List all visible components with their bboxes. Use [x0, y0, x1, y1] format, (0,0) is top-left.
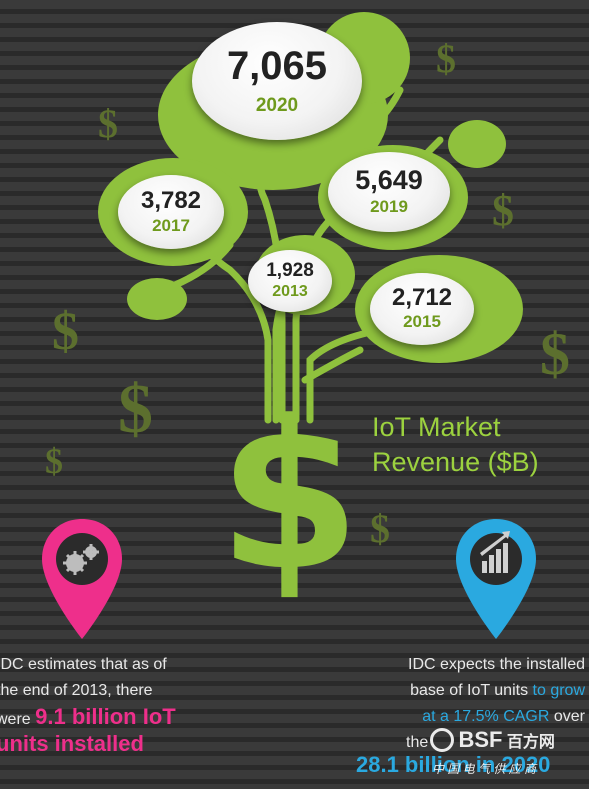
bubble-value: 1,928: [266, 260, 314, 282]
growth-chart-icon: [480, 531, 510, 573]
background-dollar-icon: $: [52, 301, 79, 361]
right-info-text: IDC expects the installed base of IoT un…: [356, 654, 589, 776]
info-line: base of IoT units: [410, 682, 529, 699]
bubble-year: 2015: [403, 312, 441, 332]
logo-text: BSF: [458, 727, 503, 752]
bubble-year: 2013: [272, 283, 308, 301]
blue-pin-icon: [456, 519, 536, 639]
bubble-year: 2020: [255, 94, 299, 116]
title-line: Revenue ($B): [372, 447, 539, 477]
watermark-tagline: 中 国 电 气 供 应 商: [432, 762, 537, 776]
leaf-blob: [127, 278, 187, 320]
leaf-blob: [448, 120, 506, 168]
value-bubble-2019: 5,649 2019: [328, 152, 450, 232]
highlight-text: at a 17.5% CAGR: [422, 708, 550, 725]
bubble-value: 7,065: [226, 43, 328, 88]
gears-icon: [63, 544, 99, 575]
left-info-text: IDC estimates that as of the end of 2013…: [0, 654, 250, 758]
logo-site: 百方网: [506, 734, 555, 751]
logo-circle-icon: [430, 728, 454, 752]
value-bubble-2020: 7,065 2020: [192, 22, 362, 140]
value-bubble-2015: 2,712 2015: [370, 273, 474, 345]
background-dollar-icon: $: [492, 186, 514, 235]
highlight-text: 9.1 billion IoT: [35, 704, 176, 729]
value-bubble-2013: 1,928 2013: [248, 250, 332, 312]
background-dollar-icon: $: [540, 321, 570, 387]
info-line: were: [0, 711, 31, 728]
highlight-text: to grow: [532, 682, 585, 699]
highlight-text: 28.1 billion in 2020: [356, 752, 551, 777]
background-dollar-icon: $: [436, 36, 456, 81]
background-dollar-icon: $: [118, 371, 153, 448]
background-dollar-icon: $: [370, 506, 390, 551]
title-line: IoT Market: [372, 412, 501, 442]
highlight-text: units installed: [0, 731, 144, 756]
bubble-year: 2019: [370, 197, 408, 217]
bubble-value: 3,782: [140, 186, 202, 214]
bubble-value: 5,649: [355, 165, 423, 196]
info-line: over: [553, 708, 585, 725]
bubble-year: 2017: [152, 215, 190, 235]
value-bubble-2017: 3,782 2017: [118, 175, 224, 249]
info-line: the: [406, 734, 429, 751]
info-line: IDC estimates that as of: [0, 656, 167, 673]
pink-pin-icon: [42, 519, 122, 639]
dollar-trunk-icon: $: [218, 378, 361, 616]
background-dollar-icon: $: [98, 101, 118, 146]
chart-title: IoT Market Revenue ($B): [372, 410, 539, 480]
background-dollar-icon: $: [45, 441, 63, 481]
info-line: IDC expects the installed: [408, 656, 585, 673]
watermark-logo: BSF 百方网: [430, 727, 585, 753]
bubble-value: 2,712: [391, 284, 453, 312]
info-line: the end of 2013, there: [0, 682, 153, 699]
